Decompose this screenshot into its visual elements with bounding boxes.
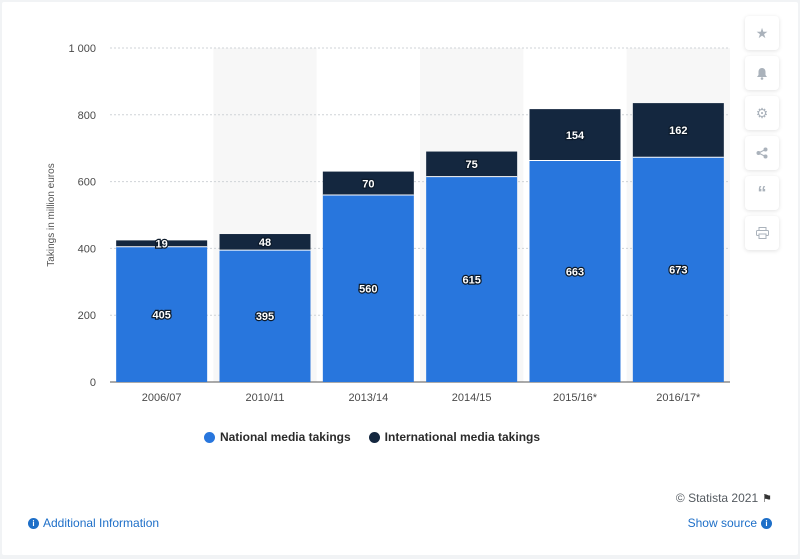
data-label: 615 — [462, 274, 480, 286]
settings-button[interactable]: ⚙ — [745, 96, 779, 130]
additional-information-link[interactable]: i Additional Information — [28, 516, 159, 530]
data-label: 395 — [256, 311, 274, 323]
bar-national — [322, 194, 414, 382]
y-axis-label: Takings in million euros — [46, 163, 57, 266]
bar-national — [632, 157, 724, 382]
cite-button[interactable]: “ — [745, 176, 779, 210]
show-source-link[interactable]: Show source i — [688, 516, 772, 530]
bar-national — [426, 176, 518, 382]
data-label: 405 — [152, 309, 170, 321]
x-tick-label: 2010/11 — [246, 392, 285, 404]
y-tick-label: 800 — [78, 110, 96, 122]
copyright-text: © Statista 2021 — [675, 491, 759, 505]
bar-international — [426, 151, 518, 177]
legend-label-international: International media takings — [384, 430, 541, 444]
y-tick-label: 600 — [78, 177, 96, 189]
quote-icon: “ — [757, 182, 767, 203]
data-label: 663 — [566, 266, 584, 278]
bar-national — [219, 250, 311, 382]
additional-information-label: Additional Information — [43, 516, 160, 530]
bell-icon — [757, 67, 767, 80]
data-label: 154 — [566, 130, 585, 142]
info-icon: i — [28, 517, 39, 529]
x-tick-label: 2006/07 — [142, 392, 182, 404]
data-label: 162 — [669, 125, 687, 137]
legend-swatch-international — [368, 431, 380, 443]
y-tick-label: 400 — [78, 243, 96, 255]
star-icon: ★ — [755, 24, 769, 41]
notification-button[interactable] — [745, 56, 779, 90]
share-icon — [756, 147, 768, 159]
legend-swatch-national — [203, 431, 215, 443]
copyright: © Statista 2021 ⚑ — [676, 491, 772, 505]
bar-international — [219, 234, 311, 251]
bar-international — [322, 171, 414, 195]
data-label: 48 — [259, 237, 271, 249]
data-label: 673 — [669, 265, 687, 277]
bar-international — [529, 109, 621, 161]
data-label: 75 — [466, 159, 478, 171]
legend-label-national: National media takings — [219, 430, 351, 444]
x-tick-label: 2013/14 — [348, 392, 388, 404]
show-source-label: Show source — [687, 516, 757, 530]
data-label: 70 — [362, 178, 374, 190]
legend-item-national[interactable]: National media takings — [203, 430, 351, 444]
bar-international — [632, 103, 724, 158]
info-icon: i — [761, 517, 772, 529]
sidebar-toolbar: ★ ⚙ “ — [745, 16, 783, 250]
flag-icon[interactable]: ⚑ — [762, 492, 772, 505]
favorite-button[interactable]: ★ — [745, 16, 779, 50]
y-tick-label: 0 — [90, 377, 96, 389]
share-button[interactable] — [745, 136, 779, 170]
data-label: 19 — [156, 239, 168, 251]
x-tick-label: 2014/15 — [452, 392, 492, 404]
print-icon — [755, 227, 769, 239]
bar-international — [116, 240, 208, 247]
bar-national — [529, 160, 621, 382]
data-label: 560 — [359, 283, 377, 295]
gear-icon: ⚙ — [755, 104, 769, 121]
legend: National media takings International med… — [2, 430, 742, 444]
legend-item-international[interactable]: International media takings — [368, 430, 541, 444]
x-tick-label: 2016/17* — [656, 392, 701, 404]
y-tick-label: 1 000 — [68, 43, 96, 55]
bar-national — [116, 246, 208, 382]
print-button[interactable] — [745, 216, 779, 250]
y-tick-label: 200 — [78, 310, 96, 322]
x-tick-label: 2015/16* — [553, 392, 598, 404]
